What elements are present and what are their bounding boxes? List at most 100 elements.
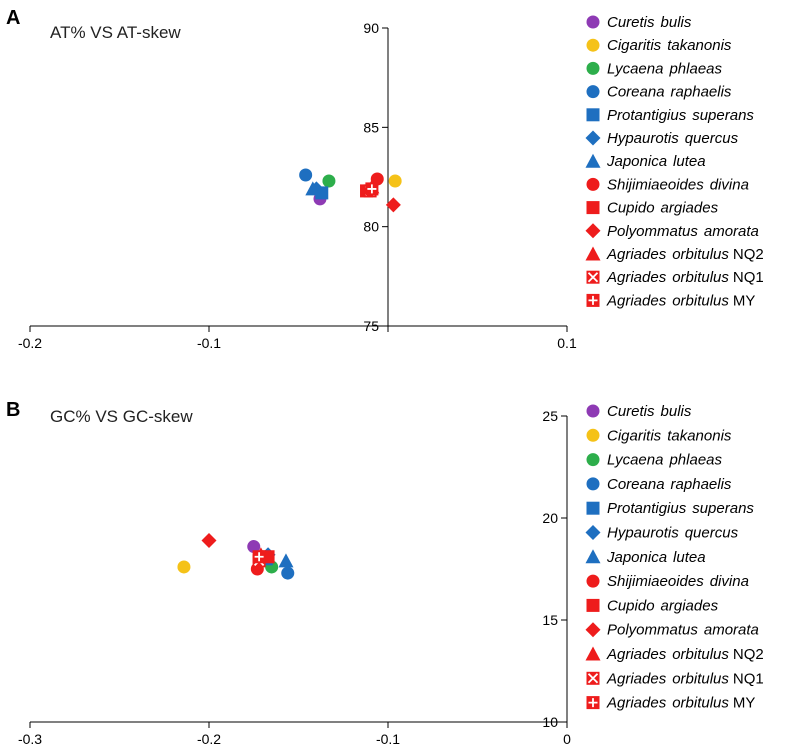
- legend-item: Protantigius superans: [586, 107, 754, 124]
- legend-marker-plus: [588, 698, 598, 708]
- legend-label: Hypaurotis quercus: [607, 130, 739, 147]
- data-point-agriades-my-plus: [254, 552, 264, 562]
- legend-label: Protantigius superans: [607, 500, 754, 517]
- legend-item: Agriades orbitulus NQ1: [586, 269, 764, 286]
- legend-label: Cupido argiades: [607, 597, 719, 614]
- legend-genus: Protantigius: [607, 500, 687, 517]
- legend-species: raphaelis: [671, 476, 732, 493]
- legend-suffix: NQ2: [733, 646, 764, 663]
- legend-marker: [586, 85, 600, 99]
- legend-species: lutea: [673, 153, 706, 170]
- legend-label: Polyommatus amorata: [607, 622, 759, 639]
- legend-marker-cross: [587, 673, 599, 684]
- legend-species: phlaeas: [668, 452, 722, 469]
- legend-marker: [586, 177, 600, 191]
- x-tick-label: -0.2: [197, 731, 221, 747]
- legend-marker: [586, 598, 600, 612]
- legend-label: Agriades orbitulus MY: [606, 292, 755, 309]
- legend-label: Coreana raphaelis: [607, 84, 732, 101]
- legend-species: argiades: [661, 597, 719, 614]
- legend-genus: Cigaritis: [607, 37, 662, 54]
- legend-genus: Polyommatus: [607, 223, 698, 240]
- legend-species: quercus: [685, 130, 739, 147]
- legend-species: bulis: [661, 403, 692, 420]
- legend-species: bulis: [661, 14, 692, 31]
- legend-item: Cigaritis takanonis: [586, 37, 732, 54]
- legend-item: Coreana raphaelis: [586, 476, 732, 493]
- legend-species: raphaelis: [671, 84, 732, 101]
- data-points: [299, 168, 402, 213]
- legend-species: lutea: [673, 549, 706, 566]
- legend-suffix: NQ1: [733, 670, 764, 687]
- legend-marker: [586, 61, 600, 75]
- x-tick-label: -0.1: [197, 335, 221, 351]
- legend-suffix: NQ2: [733, 246, 764, 263]
- legend-label: Lycaena phlaeas: [607, 60, 722, 77]
- legend-genus: Coreana: [607, 476, 665, 493]
- legend-label: Shijimiaeoides divina: [607, 176, 749, 193]
- legend-genus: Protantigius: [607, 107, 687, 124]
- x-tick-label: -0.1: [376, 731, 400, 747]
- legend-species: orbitulus: [672, 246, 729, 263]
- legend-marker-plus: [588, 295, 598, 305]
- legend-marker-cross: [587, 272, 599, 283]
- chart-title: AT% VS AT-skew: [50, 23, 181, 42]
- y-tick-label: 90: [363, 20, 379, 36]
- legend-item: Agriades orbitulus MY: [586, 292, 755, 309]
- y-tick-label: 20: [542, 510, 558, 526]
- legend-genus: Japonica: [606, 153, 667, 170]
- x-tick-label: -0.2: [18, 335, 42, 351]
- legend-marker: [586, 574, 600, 588]
- legend-genus: Polyommatus: [607, 622, 698, 639]
- legend-label: Cupido argiades: [607, 200, 719, 217]
- legend-item: Agriades orbitulus MY: [586, 695, 755, 712]
- x-tick-label: -0.3: [18, 731, 42, 747]
- legend-label: Agriades orbitulus NQ2: [606, 646, 764, 663]
- legend-item: Agriades orbitulus NQ1: [586, 670, 764, 687]
- legend-suffix: MY: [733, 292, 756, 309]
- legend-marker: [585, 223, 601, 239]
- panel-letter: A: [6, 7, 20, 29]
- legend-species: amorata: [704, 223, 759, 240]
- legend-marker: [586, 696, 600, 710]
- legend-marker: [586, 428, 600, 442]
- legend-species: divina: [710, 573, 749, 590]
- legend-marker: [585, 622, 601, 638]
- legend-label: Coreana raphaelis: [607, 476, 732, 493]
- legend-marker: [585, 153, 601, 168]
- legend-genus: Cigaritis: [607, 427, 662, 444]
- legend-marker: [586, 270, 600, 284]
- legend-item: Cigaritis takanonis: [586, 427, 732, 444]
- data-point-curetis: [247, 540, 261, 554]
- legend-species: divina: [710, 176, 749, 193]
- legend-marker: [586, 671, 600, 685]
- y-tick-label: 10: [542, 714, 558, 730]
- legend-label: Curetis bulis: [607, 14, 692, 31]
- legend-marker: [585, 130, 601, 146]
- legend-genus: Shijimiaeoides: [607, 573, 704, 590]
- chart-panel-a: A AT% VS AT-skew -0.2 -0.1 0.1 75 80 85 90 Cureti…: [6, 7, 764, 351]
- legend-item: Shijimiaeoides divina: [586, 573, 749, 590]
- x-tick-label: 0: [563, 731, 571, 747]
- legend-genus: Lycaena: [607, 60, 663, 77]
- legend-label: Cigaritis takanonis: [607, 37, 732, 54]
- legend-marker: [586, 404, 600, 418]
- legend-marker: [586, 38, 600, 52]
- legend-genus: Lycaena: [607, 452, 663, 469]
- legend-marker: [585, 646, 601, 661]
- legend-genus: Cupido: [607, 200, 655, 217]
- data-point-agriades-my: [252, 550, 266, 564]
- legend-label: Polyommatus amorata: [607, 223, 759, 240]
- legend-item: Agriades orbitulus NQ2: [585, 246, 764, 263]
- legend-label: Lycaena phlaeas: [607, 452, 722, 469]
- legend-marker: [586, 293, 600, 307]
- panel-letter: B: [6, 399, 20, 421]
- legend-item: Lycaena phlaeas: [586, 60, 722, 77]
- y-tick-label: 25: [542, 408, 558, 424]
- legend-item: Polyommatus amorata: [585, 223, 759, 240]
- legend-item: Shijimiaeoides divina: [586, 176, 749, 193]
- legend-item: Protantigius superans: [586, 500, 754, 517]
- legend-item: Coreana raphaelis: [586, 84, 732, 101]
